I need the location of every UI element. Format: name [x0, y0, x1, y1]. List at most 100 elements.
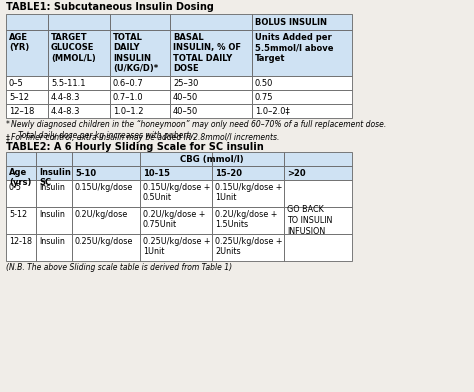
Bar: [36, 166, 72, 180]
Bar: [212, 166, 284, 180]
Bar: [140, 180, 212, 207]
Text: 0.2U/kg/dose: 0.2U/kg/dose: [75, 210, 128, 219]
Bar: [48, 90, 110, 104]
Bar: [110, 90, 170, 104]
Bar: [48, 14, 110, 30]
Bar: [36, 207, 72, 234]
Text: TOTAL
DAILY
INSULIN
(U/KG/D)*: TOTAL DAILY INSULIN (U/KG/D)*: [113, 33, 158, 73]
Bar: [252, 104, 352, 118]
Bar: [6, 166, 36, 180]
Bar: [170, 76, 252, 90]
Bar: [170, 90, 252, 104]
Text: 25–30: 25–30: [173, 78, 199, 87]
Text: 5-12: 5-12: [9, 210, 27, 219]
Bar: [72, 166, 140, 180]
Text: 40–50: 40–50: [173, 93, 198, 102]
Bar: [212, 234, 284, 261]
Text: 0–5: 0–5: [9, 78, 24, 87]
Bar: [140, 207, 212, 234]
Text: Newly diagnosed children in the “honeymoon” may only need 60–70% of a full repla: Newly diagnosed children in the “honeymo…: [11, 120, 386, 140]
Bar: [48, 76, 110, 90]
Text: AGE
(YR): AGE (YR): [9, 33, 29, 53]
Bar: [140, 234, 212, 261]
Text: CBG (mmol/l): CBG (mmol/l): [180, 154, 244, 163]
Text: 0.6–0.7: 0.6–0.7: [113, 78, 144, 87]
Bar: [72, 180, 140, 207]
Text: BOLUS INSULIN: BOLUS INSULIN: [255, 18, 327, 27]
Text: 40–50: 40–50: [173, 107, 198, 116]
Bar: [110, 14, 170, 30]
Bar: [72, 207, 140, 234]
Bar: [212, 180, 284, 207]
Text: 5-10: 5-10: [75, 169, 96, 178]
Text: 0.75: 0.75: [255, 93, 273, 102]
Text: Insulin
SC: Insulin SC: [39, 168, 71, 187]
Bar: [252, 76, 352, 90]
Text: 0.7–1.0: 0.7–1.0: [113, 93, 144, 102]
Text: 12-18: 12-18: [9, 237, 32, 246]
Text: For finer control, extra insulin may be added in 2.8mmol/l increments.: For finer control, extra insulin may be …: [11, 133, 279, 142]
Text: 0.15U/kg/dose +
1Unit: 0.15U/kg/dose + 1Unit: [215, 183, 283, 202]
Bar: [110, 30, 170, 76]
Bar: [252, 14, 352, 30]
Bar: [252, 30, 352, 76]
Text: 0.2U/kg/dose +
1.5Units: 0.2U/kg/dose + 1.5Units: [215, 210, 277, 229]
Bar: [72, 152, 140, 166]
Text: 0.15U/kg/dose: 0.15U/kg/dose: [75, 183, 133, 192]
Text: *: *: [6, 120, 12, 129]
Bar: [284, 234, 352, 261]
Bar: [36, 152, 72, 166]
Text: Age
(yrs): Age (yrs): [9, 168, 31, 187]
Bar: [140, 166, 212, 180]
Bar: [6, 234, 36, 261]
Text: 10-15: 10-15: [143, 169, 170, 178]
Bar: [110, 104, 170, 118]
Bar: [6, 104, 48, 118]
Text: 0.25U/kg/dose: 0.25U/kg/dose: [75, 237, 133, 246]
Text: 15-20: 15-20: [215, 169, 242, 178]
Text: Insulin: Insulin: [39, 183, 65, 192]
Bar: [284, 207, 352, 234]
Text: Insulin: Insulin: [39, 210, 65, 219]
Bar: [36, 234, 72, 261]
Text: 0.2U/kg/dose +
0.75Unit: 0.2U/kg/dose + 0.75Unit: [143, 210, 205, 229]
Bar: [170, 30, 252, 76]
Bar: [48, 30, 110, 76]
Text: 5.5-11.1: 5.5-11.1: [51, 78, 85, 87]
Text: GO BACK
TO INSULIN
INFUSION: GO BACK TO INSULIN INFUSION: [287, 205, 332, 236]
Bar: [284, 180, 352, 207]
Text: TARGET
GLUCOSE
(MMOL/L): TARGET GLUCOSE (MMOL/L): [51, 33, 96, 63]
Bar: [6, 180, 36, 207]
Text: 0-5: 0-5: [9, 183, 22, 192]
Bar: [170, 14, 252, 30]
Bar: [284, 152, 352, 166]
Bar: [284, 166, 352, 180]
Bar: [6, 207, 36, 234]
Bar: [212, 152, 284, 166]
Bar: [48, 104, 110, 118]
Text: (N.B. The above Sliding scale table is derived from Table 1): (N.B. The above Sliding scale table is d…: [6, 263, 232, 272]
Text: 1.0–2.0‡: 1.0–2.0‡: [255, 107, 290, 116]
Bar: [212, 207, 284, 234]
Bar: [140, 152, 212, 166]
Text: Units Added per
5.5mmol/l above
Target: Units Added per 5.5mmol/l above Target: [255, 33, 334, 63]
Bar: [6, 76, 48, 90]
Bar: [6, 14, 48, 30]
Text: 0.25U/kg/dose +
2Units: 0.25U/kg/dose + 2Units: [215, 237, 283, 256]
Text: 0.25U/kg/dose +
1Unit: 0.25U/kg/dose + 1Unit: [143, 237, 210, 256]
Bar: [36, 180, 72, 207]
Text: ‡: ‡: [6, 133, 12, 142]
Bar: [6, 90, 48, 104]
Text: >20: >20: [287, 169, 306, 178]
Text: 0.50: 0.50: [255, 78, 273, 87]
Text: TABLE2: A 6 Hourly Sliding Scale for SC insulin: TABLE2: A 6 Hourly Sliding Scale for SC …: [6, 142, 264, 152]
Bar: [252, 90, 352, 104]
Text: Insulin: Insulin: [39, 237, 65, 246]
Text: 5–12: 5–12: [9, 93, 29, 102]
Bar: [6, 30, 48, 76]
Text: 4.4-8.3: 4.4-8.3: [51, 93, 81, 102]
Text: 12–18: 12–18: [9, 107, 35, 116]
Bar: [110, 76, 170, 90]
Bar: [72, 234, 140, 261]
Bar: [170, 104, 252, 118]
